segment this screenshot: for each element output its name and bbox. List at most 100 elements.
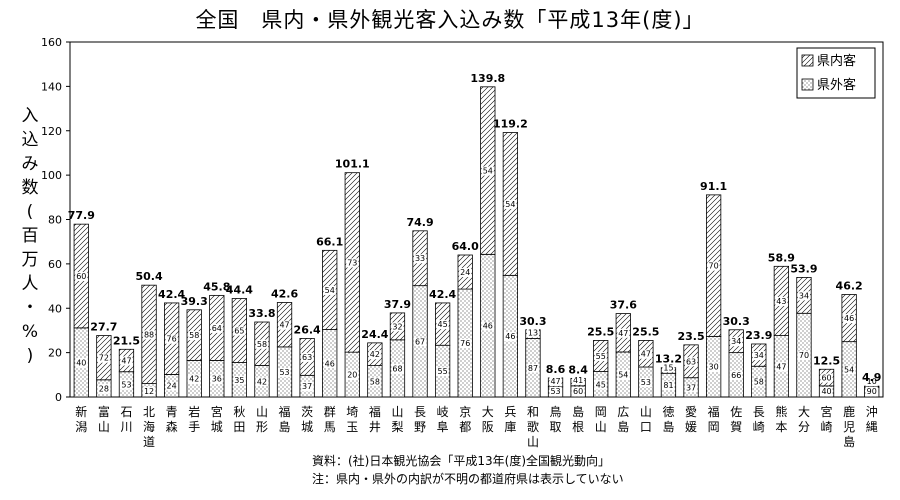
category-label: 取 bbox=[550, 420, 562, 434]
total-label: 42.4 bbox=[158, 288, 185, 301]
percent-label-bg bbox=[594, 351, 607, 361]
category-label: 形 bbox=[256, 420, 268, 434]
source-note: 資料：(社)日本観光協会「平成13年(度)全国観光動向」 bbox=[312, 454, 610, 468]
category-label: 本 bbox=[775, 420, 787, 434]
percent-label-inner: 46 bbox=[844, 314, 854, 323]
total-label: 25.5 bbox=[632, 325, 659, 338]
category-label: 福 bbox=[708, 404, 720, 419]
percent-label-inner: 60 bbox=[821, 374, 831, 383]
total-label: 12.5 bbox=[813, 354, 840, 367]
percent-label-outer: 46 bbox=[505, 332, 515, 341]
category-label: 山 bbox=[640, 405, 652, 419]
percent-label-inner: 15 bbox=[663, 363, 673, 372]
percent-label-bg bbox=[549, 376, 562, 386]
total-label: 13.2 bbox=[655, 353, 682, 366]
category-label: 愛 bbox=[685, 405, 697, 419]
percent-label-bg bbox=[368, 350, 381, 360]
percent-label-bg bbox=[481, 321, 494, 331]
percent-label-inner: 34 bbox=[799, 291, 809, 300]
percent-label-bg bbox=[368, 377, 381, 387]
category-label: 川 bbox=[120, 420, 132, 434]
percent-label-bg bbox=[120, 380, 133, 390]
category-label: 長 bbox=[753, 405, 765, 419]
percent-label-bg bbox=[685, 357, 698, 367]
percent-label-bg bbox=[210, 323, 223, 333]
percent-label-outer: 70 bbox=[799, 351, 809, 360]
percent-label-inner: 55 bbox=[596, 352, 606, 361]
percent-label-bg bbox=[820, 387, 833, 396]
total-label: 42.6 bbox=[271, 287, 298, 300]
percent-label-outer: 30 bbox=[709, 363, 719, 372]
total-label: 74.9 bbox=[406, 216, 433, 229]
category-label: 福 bbox=[369, 404, 381, 419]
percent-label-bg bbox=[255, 377, 268, 387]
category-label: 崎 bbox=[821, 420, 833, 434]
total-label: 44.4 bbox=[226, 283, 253, 296]
percent-label-bg bbox=[481, 166, 494, 176]
percent-label-inner: 54 bbox=[505, 200, 515, 209]
category-label: 和 bbox=[527, 405, 539, 419]
labels: 406077.9新潟287227.7富山534721.5石川128850.4北海… bbox=[68, 72, 882, 449]
y-tick-label: 0 bbox=[55, 391, 62, 404]
percent-label-bg bbox=[617, 370, 630, 380]
percent-label-inner: 63 bbox=[302, 353, 312, 362]
category-label: 佐 bbox=[730, 405, 742, 419]
percent-label-outer: 37 bbox=[686, 383, 696, 392]
percent-label-bg bbox=[865, 377, 878, 387]
percent-label-inner: 13 bbox=[528, 329, 538, 338]
total-label: 46.2 bbox=[836, 279, 863, 292]
total-label: 23.5 bbox=[677, 330, 704, 343]
category-label: 岩 bbox=[188, 404, 200, 419]
percent-label-bg bbox=[843, 314, 856, 324]
percent-label-inner: 76 bbox=[167, 335, 177, 344]
category-label: 徳 bbox=[662, 404, 674, 419]
legend-label-outer: 県外客 bbox=[817, 77, 856, 93]
percent-label-outer: 90 bbox=[867, 387, 877, 396]
category-label: 庫 bbox=[504, 420, 516, 434]
total-label: 64.0 bbox=[452, 240, 479, 253]
total-label: 58.9 bbox=[768, 251, 795, 264]
percent-label-inner: 42 bbox=[370, 350, 380, 359]
percent-label-bg bbox=[572, 387, 585, 396]
percent-label-bg bbox=[436, 367, 449, 377]
percent-label-bg bbox=[414, 337, 427, 347]
category-label: 分 bbox=[798, 420, 810, 434]
percent-label-outer: 42 bbox=[189, 375, 199, 384]
percent-label-outer: 24 bbox=[167, 382, 177, 391]
percent-label-bg bbox=[594, 380, 607, 390]
percent-label-bg bbox=[572, 375, 585, 385]
percent-label-outer: 35 bbox=[234, 376, 244, 385]
y-tick-label: 40 bbox=[48, 302, 62, 315]
percent-label-outer: 81 bbox=[663, 381, 673, 390]
percent-label-outer: 12 bbox=[144, 387, 154, 396]
category-label: 大 bbox=[482, 405, 494, 419]
percent-label-bg bbox=[301, 352, 314, 362]
percent-label-bg bbox=[278, 320, 291, 330]
percent-label-bg bbox=[504, 332, 517, 342]
category-label: 岡 bbox=[708, 420, 720, 434]
total-label: 37.6 bbox=[610, 299, 637, 312]
percent-label-outer: 54 bbox=[618, 370, 628, 379]
category-label: 縄 bbox=[866, 419, 878, 434]
category-label: 馬 bbox=[324, 420, 336, 434]
percent-label-bg bbox=[549, 387, 562, 396]
total-label: 91.1 bbox=[700, 180, 727, 193]
percent-label-inner: 24 bbox=[460, 268, 470, 277]
percent-label-bg bbox=[143, 387, 156, 396]
category-label: 賀 bbox=[730, 420, 742, 434]
percent-label-bg bbox=[301, 382, 314, 392]
percent-label-bg bbox=[752, 351, 765, 361]
category-label: 玉 bbox=[346, 420, 358, 434]
percent-label-outer: 53 bbox=[279, 368, 289, 377]
category-label: 大 bbox=[798, 405, 810, 419]
percent-label-inner: 43 bbox=[776, 297, 786, 306]
percent-label-outer: 54 bbox=[844, 365, 854, 374]
percent-label-bg bbox=[97, 353, 110, 363]
category-label: 井 bbox=[369, 420, 381, 434]
category-label: 青 bbox=[166, 405, 178, 419]
percent-label-outer: 45 bbox=[596, 380, 606, 389]
category-label: 岡 bbox=[595, 405, 607, 419]
percent-label-bg bbox=[526, 363, 539, 373]
percent-label-bg bbox=[526, 328, 539, 338]
